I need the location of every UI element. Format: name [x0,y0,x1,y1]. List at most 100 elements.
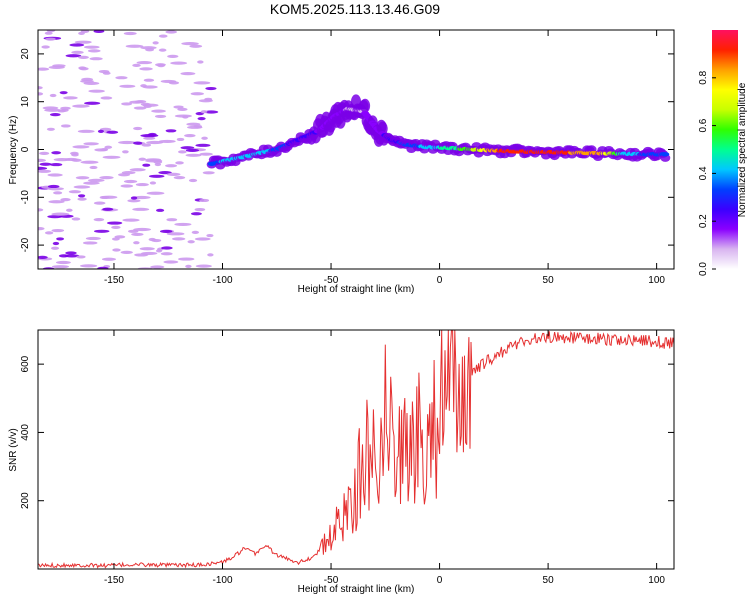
spectrogram-noise-blob [38,255,48,259]
snr-x-label: Height of straight line (km) [298,584,415,595]
spectrogram-noise-blob [79,264,98,268]
spectrogram-noise-blob [104,145,113,149]
spectrogram-noise-blob [51,151,62,155]
spectrogram-noise-blob [160,79,177,84]
spectrogram-noise-blob [173,105,184,109]
spectrogram-noise-blob [71,50,84,54]
spectrogram-noise-blob [38,67,50,71]
spectrogram-noise-blob [133,227,152,232]
spectrogram-noise-blob [163,260,179,264]
spectrogram-noise-blob [93,30,105,34]
spectrogram-noise-blob [72,104,90,108]
spectrogram-noise-blob [48,65,65,70]
spectrogram-noise-blob [206,233,214,238]
spectrogram-noise-blob [89,165,98,170]
spectrogram-noise-blob [187,240,195,244]
spectrogram-noise-blob [115,76,128,80]
spectrogram-noise-blob [47,187,64,191]
spectrogram-noise-blob [93,229,110,233]
spectrogram-noise-blob [100,195,118,199]
spectrogram-noise-blob [177,107,188,112]
snr-frame [37,329,675,570]
spectrogram-noise-blob [106,221,123,225]
spectrogram-y-tick-label: -10 [20,190,31,205]
spectrogram-noise-blob [139,67,153,71]
spectrogram-noise-blob [127,199,141,203]
spectrogram-noise-blob [151,109,166,113]
spectrogram-noise-blob [158,48,167,52]
spectrogram-noise-blob [141,143,152,147]
spectrogram-noise-blob [97,129,105,133]
spectrogram-noise-blob [39,162,52,166]
snr-series-line [38,330,674,569]
spectrogram-noise-blob [199,198,210,203]
spectrogram-noise-blob [44,31,53,35]
spectrogram-noise-blob [190,212,202,216]
spectrogram-noise-blob [80,160,99,164]
spectrogram-noise-blob [198,99,213,103]
spectrogram-noise-blob [143,78,155,82]
snr-x-tick-label: -100 [212,575,232,586]
spectrogram-noise-blob [166,232,185,236]
spectrogram-noise-blob [68,190,81,194]
spectrogram-noise-blob [133,126,143,131]
spectrogram-y-tick-label: 20 [20,48,31,60]
spectrogram-x-tick-label: -150 [104,275,124,286]
spectrogram-noise-blob [122,218,140,222]
spectrogram-noise-blob [74,40,92,44]
spectrogram-noise-blob [75,176,90,180]
spectrogram-noise-blob [58,254,69,258]
spectrogram-noise-blob [160,229,173,233]
spectrogram-noise-blob [140,133,159,138]
spectrogram-noise-blob [205,86,217,91]
spectrogram-noise-blob [181,41,199,46]
spectrogram-noise-blob [132,63,141,67]
spectrogram-ridge-halo [360,98,371,113]
spectrogram-noise-blob [158,34,168,38]
spectrogram-noise-blob [122,150,129,154]
spectrogram-noise-blob [146,191,165,195]
spectrogram-noise-blob [88,178,105,182]
spectrogram-noise-blob [156,208,165,212]
colorbar-label: Normalized spectral amplitude [737,82,748,217]
spectrogram-noise-blob [76,255,86,259]
spectrogram-noise-blob [52,241,60,246]
spectrogram-noise-blob [78,194,86,198]
spectrogram-noise-blob [190,92,204,96]
spectrogram-noise-blob [197,117,206,121]
spectrogram-noise-blob [165,164,178,168]
spectrogram-noise-blob [47,184,60,189]
spectrogram-noise-blob [73,185,91,189]
spectrogram-noise-blob [172,237,186,241]
spectrogram-noise-blob [65,54,82,58]
spectrogram-noise-blob [87,49,101,53]
spectrogram-noise-blob [185,264,192,268]
spectrogram-noise-blob [102,155,121,159]
colorbar-tick-label: 0.8 [698,70,709,84]
spectrogram-noise-blob [166,172,181,176]
spectrogram-noise-blob [56,237,65,241]
spectrogram-noise-blob [60,106,71,110]
spectrogram-noise-blob [140,46,157,50]
spectrogram-noise-blob [173,176,186,180]
spectrogram-noise-blob [119,84,136,88]
spectrogram-noise-blob [112,248,121,252]
spectrogram-noise-blob [38,86,43,90]
spectrogram-noise-blob [49,162,63,167]
spectrogram-noise-blob [125,44,144,48]
spectrogram-noise-blob [121,102,133,106]
spectrogram-noise-blob [204,110,219,114]
spectrogram-noise-blob [80,79,94,83]
spectrogram-noise-blob [158,139,176,144]
spectrogram-noise-blob [184,134,196,138]
spectrogram-noise-blob [149,181,157,185]
spectrogram-noise-blob [178,257,195,261]
spectrogram-noise-blob [111,237,120,241]
spectrogram-noise-blob [194,237,211,241]
spectrogram-noise-blob [142,103,159,107]
spectrogram-noise-blob [135,182,149,187]
snr-x-tick-label: 100 [648,575,665,586]
spectrogram-noise-blob [178,150,187,154]
